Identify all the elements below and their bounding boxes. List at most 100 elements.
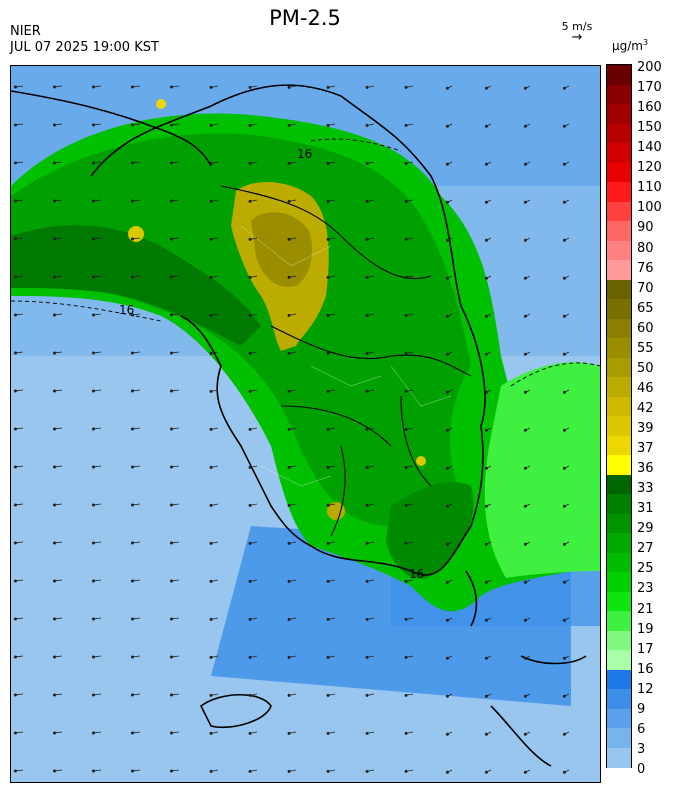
wind-arrow-head [484,314,488,318]
wind-arrow-head [130,237,134,241]
wind-arrow-head [365,389,369,393]
colorbar-tick-label: 31 [637,501,654,517]
wind-arrow-head [484,200,488,204]
contour-label: 16 [409,567,424,581]
wind-arrow-head [523,200,527,204]
wind-arrow-head [445,238,449,242]
wind-arrow-head [523,542,527,546]
wind-arrow-head [404,579,408,583]
wind-arrow-head [13,389,17,393]
wind-arrow-head [91,769,95,773]
wind-arrow-head [326,731,330,735]
wind-arrow-head [52,693,56,697]
wind-arrow-head [169,541,173,545]
wind-arrow-head [404,503,408,507]
wind-arrow-head [365,579,369,583]
wind-arrow-head [326,389,330,393]
colorbar-segment [607,552,631,573]
wind-arrow-head [365,237,369,241]
pm25-zone-60 [251,212,313,287]
wind-arrow-head [404,85,408,89]
colorbar-segment [607,143,631,163]
wind-arrow-head [248,313,252,317]
wind-arrow-head [169,237,173,241]
colorbar-tick-label: 6 [637,721,646,737]
wind-arrow-head [445,694,449,698]
wind-arrow-head [169,655,173,659]
wind-arrow-head [365,427,369,431]
wind-arrow-head [209,123,213,127]
wind-arrow-head [13,465,17,469]
wind-arrow-head [52,731,56,735]
wind-arrow-head [13,579,17,583]
colorbar-tick-label: 170 [637,80,662,96]
hotspot [128,226,144,242]
wind-arrow-head [326,693,330,697]
wind-arrow-head [130,275,134,279]
colorbar-tick-label: 3 [637,741,646,757]
wind-arrow-head [287,427,291,431]
colorbar-tick-label: 23 [637,581,654,597]
wind-arrow-head [130,465,134,469]
wind-arrow-head [365,503,369,507]
datetime-label: JUL 07 2025 19:00 KST [10,40,159,55]
wind-arrow-head [248,427,252,431]
wind-arrow-head [523,390,527,394]
colorbar-segment [607,221,631,241]
wind-scale-label: 5 m/s [561,20,593,33]
wind-arrow-head [562,124,566,128]
wind-arrow-head [209,769,213,773]
pm25-map[interactable]: 16 16 16 [10,65,601,783]
wind-arrow-head [326,579,330,583]
colorbar-segment [607,84,631,105]
wind-arrow-head [130,503,134,507]
wind-arrow-head [287,731,291,735]
colorbar-segment [607,435,631,456]
wind-arrow-head [287,85,291,89]
wind-arrow-head [91,389,95,393]
wind-arrow-head [523,466,527,470]
coastline [11,84,587,767]
wind-arrow-head [445,504,449,508]
wind-arrow-head [484,542,488,546]
wind-arrow-head [91,617,95,621]
wind-arrow-head [248,655,252,659]
wind-arrow-head [91,161,95,165]
wind-arrow-icon: → [571,30,583,45]
wind-arrow-head [326,465,330,469]
wind-arrow-head [91,693,95,697]
colorbar-tick-label: 27 [637,541,654,557]
wind-arrow-head [404,275,408,279]
wind-arrow-head [523,352,527,356]
wind-arrow-head [484,466,488,470]
colorbar-tick-label: 21 [637,601,654,617]
wind-arrow-head [169,731,173,735]
wind-arrow-head [287,693,291,697]
wind-arrow-head [445,86,449,90]
wind-arrow-head [287,465,291,469]
wind-arrow-head [91,85,95,89]
wind-arrow-head [52,655,56,659]
pm25-zone-19-east [484,362,600,578]
wind-arrow-head [287,769,291,773]
wind-arrow-head [326,85,330,89]
wind-arrow-head [365,693,369,697]
wind-arrow-head [209,503,213,507]
wind-arrow-head [484,732,488,736]
wind-arrow-head [562,504,566,508]
wind-arrow-head [326,427,330,431]
wind-arrow-head [326,237,330,241]
colorbar-tick-label: 39 [637,421,654,437]
wind-arrow-head [91,655,95,659]
wind-arrow-head [52,579,56,583]
colorbar-segment [607,494,631,514]
wind-arrow-head [13,769,17,773]
map-title: PM-2.5 [269,6,341,30]
wind-arrow-head [484,238,488,242]
wind-arrow-head [484,86,488,90]
wind-arrow-head [365,465,369,469]
wind-arrow-head [562,618,566,622]
colorbar-tick-label: 60 [637,320,654,336]
wind-arrow-head [445,124,449,128]
wind-arrow-head [169,389,173,393]
